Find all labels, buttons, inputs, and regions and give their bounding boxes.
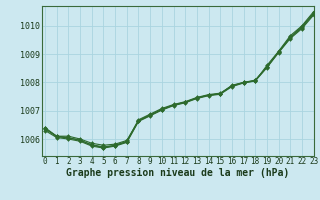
X-axis label: Graphe pression niveau de la mer (hPa): Graphe pression niveau de la mer (hPa) <box>66 168 289 178</box>
